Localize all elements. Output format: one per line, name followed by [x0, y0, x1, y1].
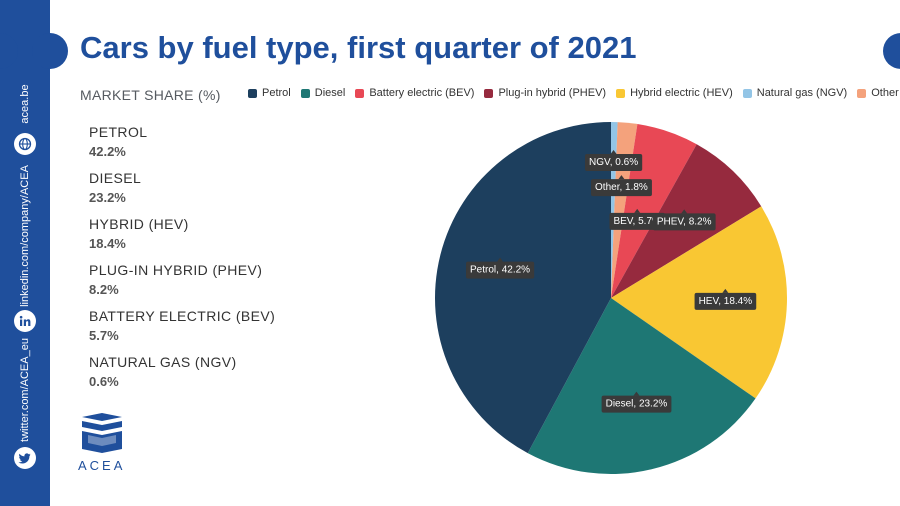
share-name: HYBRID (HEV)	[89, 216, 189, 232]
decorative-circle	[883, 33, 900, 69]
share-value: 5.7%	[89, 328, 119, 343]
twitter-icon[interactable]	[14, 447, 36, 469]
slice-label-text: HEV, 18.4%	[699, 296, 753, 307]
legend-swatch	[857, 88, 867, 98]
legend-swatch	[742, 88, 752, 98]
chart-legend: Petrol Diesel Battery electric (BEV) Plu…	[248, 87, 899, 99]
legend-swatch	[616, 88, 626, 98]
slice-label-text: PHEV, 8.2%	[657, 216, 712, 227]
legend-label: Battery electric (BEV)	[369, 87, 475, 99]
legend-swatch	[484, 88, 494, 98]
slice-label-box	[694, 292, 757, 310]
slice-label-pointer	[681, 209, 688, 214]
share-name: PLUG-IN HYBRID (PHEV)	[89, 262, 263, 278]
slice-label-box	[584, 154, 643, 172]
slice-label-bev: BEV, 5.7%	[609, 208, 666, 230]
share-item-ngv: NATURAL GAS (NGV) 0.6%	[89, 354, 275, 400]
share-item-hev: HYBRID (HEV) 18.4%	[89, 216, 275, 262]
logo-text: ACEA	[78, 458, 126, 473]
slice-label-ngv: NGV, 0.6%	[584, 150, 643, 172]
slice-label-pointer	[634, 208, 641, 213]
decorative-circle	[32, 33, 68, 69]
legend-swatch	[355, 88, 365, 98]
slice-label-text: NGV, 0.6%	[589, 157, 638, 168]
globe-icon[interactable]	[14, 133, 36, 155]
slice-label-box	[652, 213, 716, 231]
legend-swatch	[248, 88, 257, 98]
share-value: 23.2%	[89, 190, 126, 205]
sidebar: acea.be linkedin.com/company/ACEA twitte…	[0, 0, 50, 506]
slice-label-pointer	[722, 288, 729, 293]
legend-item-diesel[interactable]: Diesel	[300, 87, 346, 99]
slice-label-text: Diesel, 23.2%	[606, 399, 668, 410]
legend-item-ngv[interactable]: Natural gas (NGV)	[742, 87, 848, 99]
pie-slice-diesel[interactable]	[527, 298, 756, 474]
slice-label-petrol: Petrol, 42.2%	[466, 257, 535, 279]
share-name: BATTERY ELECTRIC (BEV)	[89, 308, 276, 324]
pie-slice-petrol[interactable]	[434, 122, 611, 454]
slice-label-box	[601, 395, 672, 413]
slice-label-pointer	[610, 150, 617, 155]
share-item-phev: PLUG-IN HYBRID (PHEV) 8.2%	[89, 262, 275, 308]
market-share-list: PETROL 42.2% DIESEL 23.2% HYBRID (HEV) 18.4…	[89, 124, 275, 400]
legend-label: Hybrid electric (HEV)	[630, 87, 733, 99]
legend-item-hev[interactable]: Hybrid electric (HEV)	[616, 87, 733, 99]
share-value: 0.6%	[89, 374, 119, 389]
slice-label-text: BEV, 5.7%	[613, 216, 661, 227]
slice-label-text: Other, 1.8%	[595, 182, 648, 193]
chart-subtitle: MARKET SHARE (%)	[80, 87, 221, 103]
slice-label-box	[591, 179, 652, 197]
legend-item-bev[interactable]: Battery electric (BEV)	[355, 87, 474, 99]
share-item-bev: BATTERY ELECTRIC (BEV) 5.7%	[89, 308, 275, 354]
share-name: NATURAL GAS (NGV)	[89, 354, 237, 370]
share-name: PETROL	[89, 124, 148, 140]
legend-label: Diesel	[314, 87, 346, 99]
legend-item-phev[interactable]: Plug-in hybrid (PHEV)	[484, 87, 606, 99]
legend-label: Plug-in hybrid (PHEV)	[498, 87, 607, 99]
slice-label-pointer	[618, 175, 625, 180]
legend-label: Natural gas (NGV)	[756, 87, 848, 99]
slice-label-box	[466, 261, 535, 279]
decorative-circle	[0, 33, 18, 69]
page-title: Cars by fuel type, first quarter of 2021	[80, 30, 637, 65]
share-value: 42.2%	[89, 144, 126, 159]
legend-label: Petrol	[262, 87, 291, 99]
share-value: 18.4%	[89, 236, 126, 251]
legend-item-petrol[interactable]: Petrol	[248, 87, 291, 99]
legend-item-other[interactable]: Other	[857, 87, 899, 99]
slice-label-pointer	[497, 257, 504, 262]
slice-label-phev: PHEV, 8.2%	[652, 209, 716, 231]
legend-swatch	[300, 88, 310, 98]
slice-label-other: Other, 1.8%	[591, 175, 652, 197]
slice-label-box	[609, 212, 666, 230]
legend-label: Other	[871, 87, 899, 99]
share-value: 8.2%	[89, 282, 119, 297]
share-item-petrol: PETROL 42.2%	[89, 124, 275, 170]
acea-logo	[82, 413, 122, 453]
linkedin-icon[interactable]	[14, 310, 36, 332]
slice-label-hev: HEV, 18.4%	[694, 288, 757, 310]
share-item-diesel: DIESEL 23.2%	[89, 170, 275, 216]
slice-label-diesel: Diesel, 23.2%	[601, 391, 672, 413]
slice-label-text: Petrol, 42.2%	[470, 265, 530, 276]
share-name: DIESEL	[89, 170, 142, 186]
slice-label-pointer	[633, 391, 640, 396]
